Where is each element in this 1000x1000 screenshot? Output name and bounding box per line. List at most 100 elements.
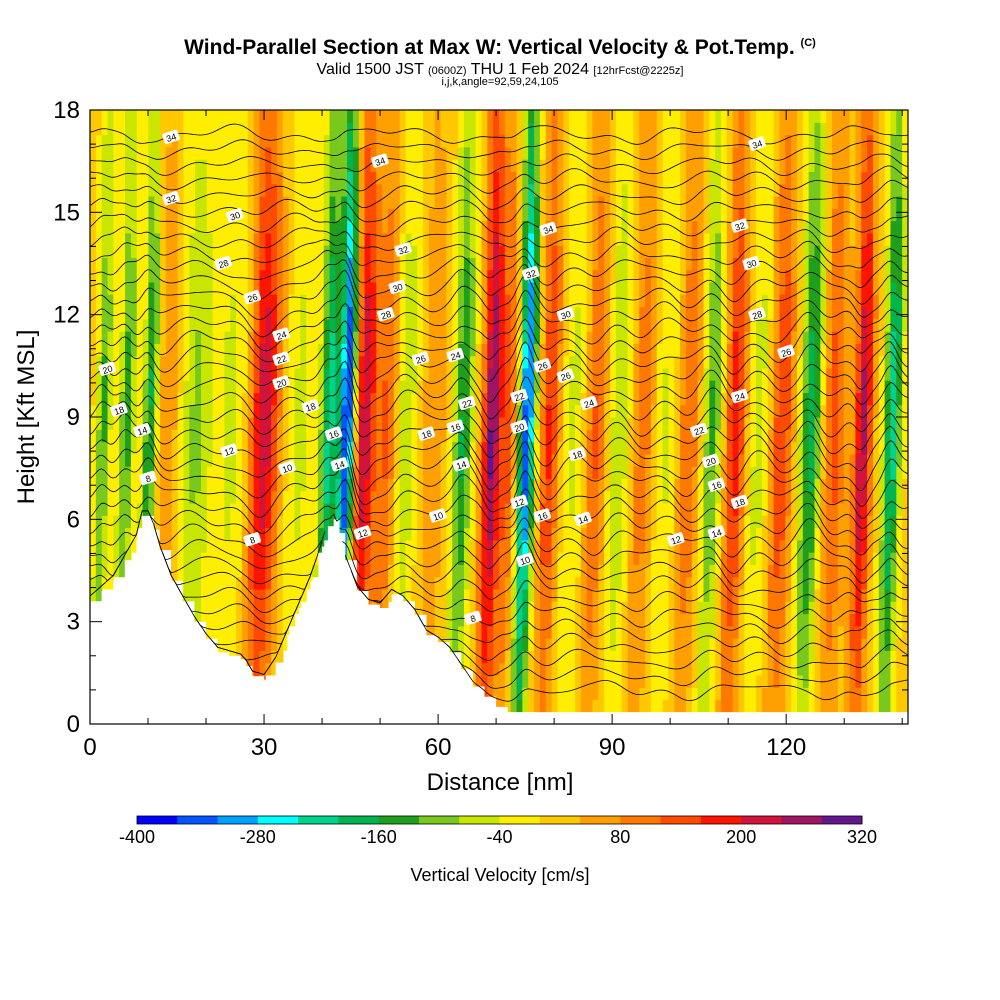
- velocity-cell: [148, 367, 155, 381]
- velocity-cell: [323, 257, 331, 271]
- velocity-cell: [224, 306, 231, 320]
- velocity-cell: [662, 699, 670, 713]
- velocity-cell: [393, 208, 401, 222]
- velocity-cell: [294, 269, 301, 283]
- velocity-cell: [522, 699, 529, 713]
- velocity-cell: [300, 417, 307, 430]
- velocity-cell: [510, 220, 518, 234]
- velocity-cell: [732, 159, 740, 172]
- velocity-cell: [662, 502, 670, 516]
- velocity-cell: [528, 527, 535, 541]
- velocity-cell: [709, 613, 716, 627]
- velocity-cell: [458, 245, 465, 258]
- velocity-cell: [382, 195, 389, 209]
- velocity-cell: [312, 318, 319, 332]
- velocity-cell: [241, 257, 249, 271]
- velocity-cell: [475, 232, 483, 246]
- velocity-cell: [382, 220, 389, 234]
- velocity-cell: [411, 306, 418, 320]
- velocity-cell: [680, 662, 687, 676]
- velocity-cell: [218, 183, 225, 197]
- velocity-cell: [165, 281, 173, 295]
- velocity-cell: [487, 674, 494, 688]
- velocity-cell: [697, 478, 705, 492]
- velocity-cell: [230, 564, 237, 578]
- velocity-cell: [522, 687, 529, 701]
- velocity-cell: [668, 552, 675, 565]
- velocity-cell: [218, 515, 225, 529]
- velocity-cell: [551, 466, 559, 479]
- velocity-cell: [335, 195, 342, 209]
- velocity-cell: [703, 355, 710, 369]
- velocity-cell: [715, 429, 722, 443]
- velocity-cell: [329, 417, 336, 430]
- velocity-cell: [90, 281, 97, 295]
- velocity-cell: [522, 478, 529, 492]
- velocity-cell: [247, 638, 255, 651]
- velocity-cell: [539, 687, 547, 701]
- velocity-cell: [154, 380, 161, 394]
- velocity-cell: [715, 417, 722, 430]
- velocity-cell: [276, 625, 284, 639]
- velocity-cell: [417, 343, 424, 357]
- velocity-cell: [294, 208, 301, 222]
- velocity-cell: [685, 122, 693, 136]
- velocity-cell: [329, 122, 336, 136]
- velocity-cell: [183, 245, 190, 258]
- velocity-cell: [358, 134, 366, 148]
- velocity-cell: [189, 355, 196, 369]
- velocity-cell: [627, 466, 634, 479]
- velocity-cell: [493, 208, 500, 222]
- velocity-cell: [504, 638, 512, 651]
- velocity-cell: [586, 453, 594, 467]
- velocity-cell: [142, 441, 150, 455]
- velocity-cell: [241, 380, 249, 394]
- velocity-cell: [598, 306, 605, 320]
- velocity-cell: [206, 576, 214, 590]
- velocity-cell: [306, 110, 313, 123]
- velocity-cell: [218, 245, 225, 258]
- velocity-cell: [271, 257, 278, 271]
- velocity-cell: [580, 674, 588, 688]
- velocity-cell: [586, 650, 594, 664]
- velocity-cell: [241, 638, 249, 651]
- velocity-cell: [463, 588, 471, 602]
- velocity-cell: [347, 269, 354, 283]
- velocity-cell: [534, 417, 541, 430]
- velocity-cell: [393, 576, 401, 590]
- velocity-cell: [352, 245, 360, 258]
- velocity-cell: [148, 490, 155, 504]
- velocity-cell: [218, 552, 225, 565]
- velocity-cell: [113, 183, 120, 197]
- velocity-cell: [95, 466, 103, 479]
- velocity-cell: [370, 269, 377, 283]
- velocity-cell: [399, 122, 407, 136]
- velocity-cell: [236, 502, 243, 516]
- velocity-cell: [680, 417, 687, 430]
- velocity-cell: [539, 490, 547, 504]
- velocity-cell: [504, 699, 512, 713]
- velocity-cell: [428, 146, 436, 160]
- velocity-cell: [101, 478, 109, 492]
- velocity-cell: [253, 429, 261, 443]
- velocity-cell: [206, 110, 214, 123]
- velocity-cell: [189, 515, 196, 529]
- velocity-cell: [253, 539, 261, 553]
- velocity-cell: [452, 245, 459, 258]
- velocity-cell: [300, 453, 307, 467]
- velocity-cell: [610, 588, 617, 602]
- velocity-cell: [90, 122, 97, 136]
- velocity-cell: [259, 515, 266, 529]
- velocity-cell: [376, 171, 383, 185]
- velocity-cell: [569, 429, 576, 443]
- velocity-cell: [177, 490, 185, 504]
- velocity-cell: [171, 171, 179, 185]
- velocity-cell: [586, 294, 594, 308]
- velocity-cell: [393, 441, 401, 455]
- velocity-cell: [107, 404, 114, 418]
- velocity-cell: [376, 502, 383, 516]
- velocity-cell: [569, 404, 576, 418]
- velocity-cell: [434, 146, 442, 160]
- velocity-cell: [604, 404, 611, 418]
- velocity-cell: [674, 122, 681, 136]
